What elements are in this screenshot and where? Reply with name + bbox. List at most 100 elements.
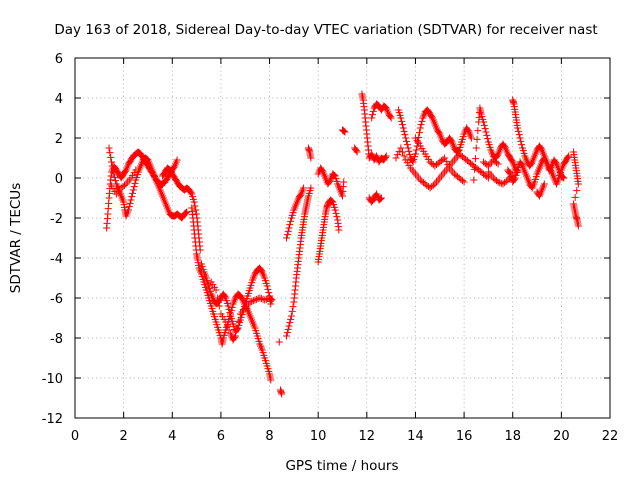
data-point xyxy=(480,118,488,126)
data-point xyxy=(397,144,405,152)
series-track-k xyxy=(392,134,492,192)
grid-lines xyxy=(75,58,610,418)
data-point xyxy=(131,179,139,187)
data-point xyxy=(565,152,573,160)
data-point xyxy=(404,144,412,152)
data-point xyxy=(224,302,232,310)
data-point xyxy=(261,296,269,304)
data-point xyxy=(129,186,137,194)
data-point xyxy=(547,163,555,171)
data-point xyxy=(497,179,505,187)
data-point xyxy=(307,154,315,162)
data-point xyxy=(483,161,491,169)
data-point xyxy=(442,157,450,165)
data-point xyxy=(558,173,566,181)
data-point xyxy=(540,180,548,188)
data-point xyxy=(170,163,178,171)
data-point xyxy=(537,145,545,153)
data-point xyxy=(493,151,501,159)
data-point xyxy=(300,184,308,192)
data-point xyxy=(516,134,524,142)
data-point xyxy=(187,189,195,197)
x-tick-labels: 0 2 4 6 8 10 12 14 16 18 20 22 xyxy=(71,429,618,444)
x-tick-label: 20 xyxy=(553,429,570,444)
y-tick-label: 4 xyxy=(55,92,63,107)
data-point xyxy=(340,178,348,186)
x-tick-label: 18 xyxy=(504,429,521,444)
data-point xyxy=(339,127,347,135)
data-point xyxy=(392,154,400,162)
data-point xyxy=(467,134,475,142)
data-point xyxy=(286,221,294,229)
data-point xyxy=(307,184,315,192)
data-point xyxy=(377,194,385,202)
data-point xyxy=(296,191,304,199)
data-point xyxy=(398,117,406,125)
data-point xyxy=(121,167,129,175)
data-point xyxy=(285,322,293,330)
series-track-h xyxy=(314,126,349,266)
y-tick-label: 0 xyxy=(55,172,63,187)
axis-ticks xyxy=(74,57,611,419)
data-point xyxy=(126,199,134,207)
data-point xyxy=(253,295,261,303)
x-tick-label: 12 xyxy=(359,429,376,444)
data-point xyxy=(132,166,140,174)
data-point xyxy=(571,193,579,201)
data-point xyxy=(128,193,136,201)
data-point xyxy=(125,203,133,211)
data-point xyxy=(268,296,276,304)
data-point xyxy=(248,297,256,305)
x-tick-label: 14 xyxy=(407,429,424,444)
data-point xyxy=(333,213,341,221)
data-point xyxy=(266,295,274,303)
data-point xyxy=(435,129,443,137)
data-point xyxy=(246,298,254,306)
data-point xyxy=(284,325,292,333)
data-point xyxy=(502,177,510,185)
data-point xyxy=(287,315,295,323)
data-point xyxy=(417,121,425,129)
plot-frame xyxy=(74,57,611,419)
data-point xyxy=(327,197,335,205)
data-point xyxy=(232,332,239,340)
data-point xyxy=(283,332,291,340)
data-point xyxy=(474,127,482,135)
y-tick-labels: -12 -10 -8 -6 -4 -2 0 2 4 6 xyxy=(42,52,63,427)
data-point xyxy=(560,174,568,182)
data-point xyxy=(376,195,384,203)
data-point xyxy=(397,114,405,122)
data-point xyxy=(225,305,233,313)
series-track-c xyxy=(107,164,204,254)
data-point xyxy=(110,170,118,178)
y-tick-label: -10 xyxy=(42,372,63,387)
data-point xyxy=(518,141,526,149)
data-point xyxy=(275,338,283,346)
data-point xyxy=(127,196,135,204)
data-point xyxy=(105,144,113,152)
data-point xyxy=(214,294,222,302)
data-point xyxy=(482,128,490,136)
data-point xyxy=(458,177,466,185)
data-point xyxy=(514,124,522,132)
y-axis-label: SDTVAR / TECUs xyxy=(8,183,24,293)
data-point xyxy=(263,282,271,290)
data-point xyxy=(222,318,230,326)
series-track-g xyxy=(283,144,315,340)
data-point xyxy=(352,147,360,155)
x-tick-label: 2 xyxy=(119,429,127,444)
chart-title: Day 163 of 2018, Sidereal Day-to-day VTE… xyxy=(54,22,597,38)
series-track-f xyxy=(207,278,286,398)
data-point xyxy=(107,153,115,161)
y-tick-label: 6 xyxy=(55,52,63,67)
y-tick-label: -12 xyxy=(42,412,63,427)
data-point xyxy=(412,146,420,154)
data-point xyxy=(276,386,284,394)
data-point xyxy=(493,159,501,167)
data-point xyxy=(190,198,198,206)
data-point xyxy=(225,326,233,334)
data-point xyxy=(353,148,361,156)
x-tick-label: 0 xyxy=(71,429,79,444)
data-point xyxy=(471,165,479,173)
data-point xyxy=(340,127,348,135)
